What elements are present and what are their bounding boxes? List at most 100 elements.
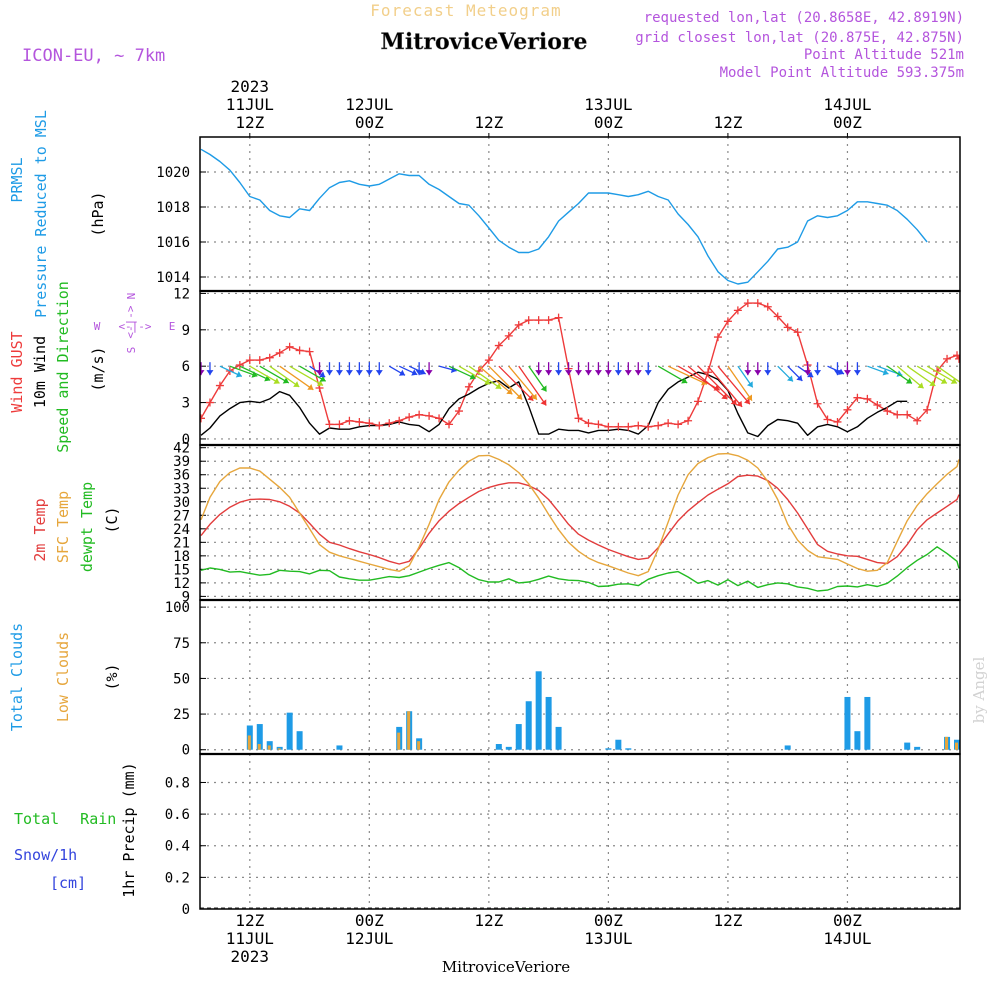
wind-arrow-head <box>754 370 762 376</box>
ytick-label-precip: 0.4 <box>165 839 190 855</box>
gust-marker <box>235 360 244 369</box>
gust-marker <box>484 356 493 365</box>
wind-arrow-head <box>345 370 353 376</box>
label-total-rain: Total Rain <box>14 810 116 828</box>
label-low-clouds: Low Clouds <box>54 632 72 722</box>
gust-marker <box>265 353 274 362</box>
wind-arrow-head <box>744 370 752 376</box>
bar-low-clouds <box>955 742 959 750</box>
unit-c: (C) <box>103 506 121 533</box>
wind-arrow-head <box>335 370 343 376</box>
gust-marker <box>395 416 404 425</box>
ytick-label-temperature: 30 <box>173 495 190 511</box>
series-line-wind-gust <box>200 302 960 428</box>
wind-arrow-head <box>700 379 707 386</box>
panel-precip <box>200 754 960 909</box>
wind-arrow-head <box>527 394 534 401</box>
ytick-label-precip: 0.2 <box>165 870 190 886</box>
bar-total-clouds <box>525 701 532 750</box>
gust-marker <box>200 414 205 423</box>
panel-clouds <box>200 600 960 754</box>
gust-marker <box>385 419 394 428</box>
wind-arrow-head <box>743 398 750 405</box>
label-wind-gust: Wind GUST <box>8 331 26 412</box>
bottom-time-label: 12Z <box>474 911 503 930</box>
wind-arrow-head <box>307 384 314 390</box>
gust-marker <box>524 316 533 325</box>
bottom-time-label: 12Z <box>713 911 742 930</box>
ytick-label-temperature: 15 <box>173 562 190 578</box>
ytick-label-precip: 0.6 <box>165 807 190 823</box>
station-title: MitroviceVeriore <box>381 29 588 55</box>
ytick-label-temperature: 27 <box>173 508 190 524</box>
top-time-label: 12Z <box>713 113 742 132</box>
wind-arrow-head <box>796 374 803 381</box>
wind-direction-arrow <box>249 365 280 384</box>
wind-arrow-head <box>319 371 326 378</box>
wind-arrow-head <box>264 375 271 382</box>
bar-total-clouds <box>276 746 283 750</box>
wind-arrow-head <box>882 368 889 376</box>
gust-marker <box>634 421 643 430</box>
wind-arrow-head <box>540 385 547 392</box>
bar-low-clouds <box>257 744 261 750</box>
bottom-time-label: 00Z <box>833 911 862 930</box>
series-line-sfc-temp <box>200 452 960 577</box>
compass-e: E <box>169 320 176 333</box>
ytick-label-temperature: 12 <box>173 576 190 592</box>
top-time-label: 00Z <box>833 113 862 132</box>
gust-marker <box>723 317 732 326</box>
wind-arrow-head <box>411 369 418 376</box>
gust-marker <box>285 342 294 351</box>
bar-total-clouds <box>914 746 921 750</box>
label-sfc-temp: SFC Temp <box>54 491 72 563</box>
wind-arrow-head <box>843 370 851 376</box>
ytick-label-temperature: 9 <box>182 589 190 605</box>
wind-direction-arrow <box>936 365 960 384</box>
top-time-label: 12JUL <box>345 95 393 114</box>
top-time-label: 00Z <box>355 113 384 132</box>
ytick-label-pressure: 1020 <box>156 165 190 181</box>
wind-arrow-head <box>282 377 289 384</box>
gust-marker <box>893 410 902 419</box>
wind-arrow-head <box>495 383 502 389</box>
gust-marker <box>355 417 364 426</box>
bar-low-clouds <box>407 711 411 750</box>
wind-direction-arrow <box>528 365 547 392</box>
top-time-label: 2023 <box>231 77 270 96</box>
series-line-prmsl <box>200 148 928 285</box>
wind-direction-arrow <box>926 365 958 384</box>
wind-arrow-head <box>786 375 793 382</box>
wind-arrow-head <box>506 388 513 395</box>
wind-arrow-head <box>681 377 688 384</box>
wind-arrow-head <box>624 370 632 376</box>
wind-direction-arrow <box>697 365 738 406</box>
gust-marker <box>783 323 792 332</box>
bar-low-clouds <box>247 735 251 750</box>
gust-marker <box>903 410 912 419</box>
gust-marker <box>654 421 663 430</box>
ytick-label-temperature: 42 <box>173 441 190 457</box>
panel-temperature <box>200 445 960 600</box>
ytick-label-wind: 9 <box>182 323 190 339</box>
gust-marker <box>763 302 772 311</box>
bar-total-clouds <box>864 696 871 750</box>
label-pressure-msl: Pressure Reduced to MSL <box>32 110 50 318</box>
wind-arrow-head <box>838 368 845 375</box>
gust-marker <box>365 419 374 428</box>
wind-arrow-head <box>634 370 642 376</box>
wind-arrow-head <box>764 370 772 376</box>
compass-s: S <box>125 347 138 354</box>
wind-arrow-head <box>419 368 426 375</box>
ytick-label-temperature: 21 <box>173 535 190 551</box>
bar-total-clouds <box>615 739 622 750</box>
gust-marker <box>614 422 623 431</box>
faded-title: Forecast Meteogram <box>370 1 561 20</box>
wind-direction-arrow <box>259 365 290 384</box>
wind-direction-arrow <box>498 365 534 402</box>
compass-w: W <box>94 320 101 333</box>
wind-arrow-head <box>584 370 592 376</box>
wind-direction-arrow <box>239 365 271 381</box>
closest-lonlat: grid closest lon,lat (20.875E, 42.875N) <box>635 30 964 46</box>
